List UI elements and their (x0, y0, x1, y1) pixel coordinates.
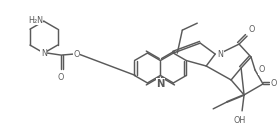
Text: O: O (271, 79, 277, 88)
Text: O: O (248, 25, 254, 34)
Text: O: O (258, 66, 264, 75)
Text: N: N (41, 49, 47, 58)
Text: OH: OH (234, 116, 246, 125)
Text: N: N (217, 50, 223, 59)
Text: N: N (156, 79, 165, 89)
Text: O: O (58, 73, 64, 82)
Text: H₂N: H₂N (28, 16, 43, 25)
Text: O: O (73, 50, 80, 59)
